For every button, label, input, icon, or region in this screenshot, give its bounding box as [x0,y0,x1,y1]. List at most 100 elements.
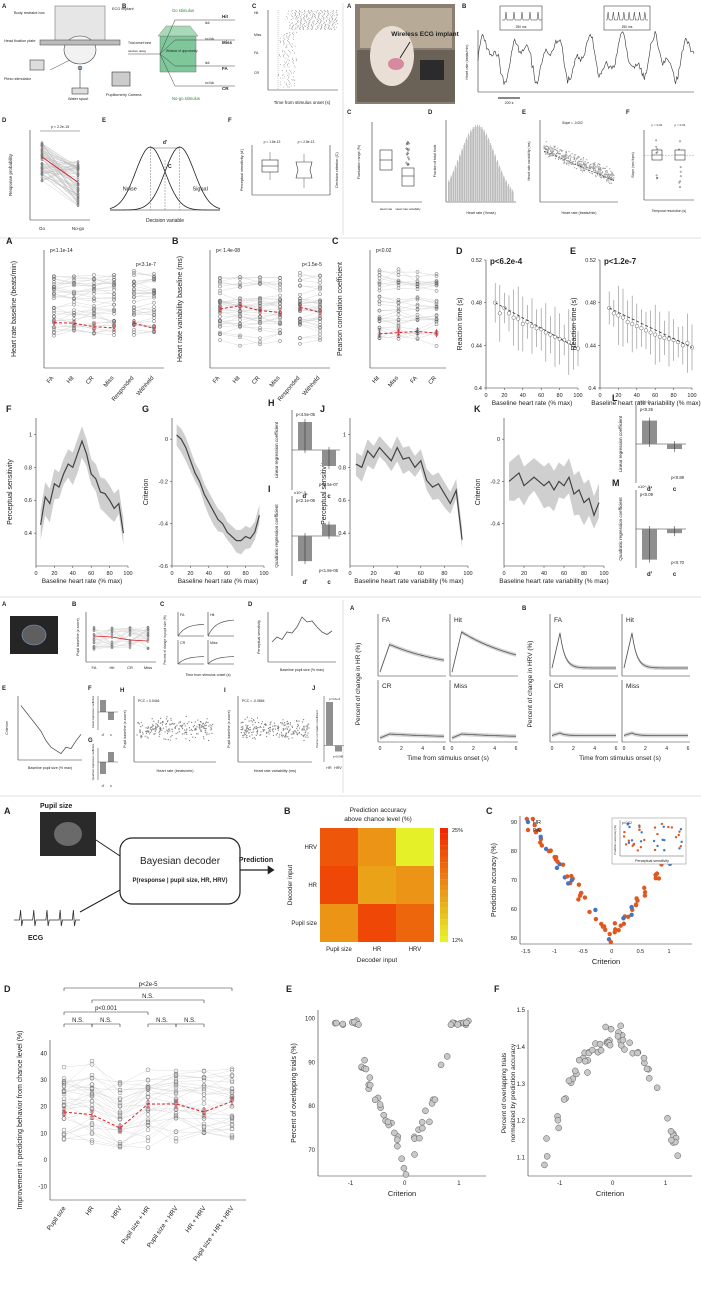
fig4-panel-h-point [176,733,177,734]
p2e-point [605,174,606,175]
inset-point [680,841,682,843]
f6f-point [572,1068,578,1074]
fig4-panel-i-point [277,726,278,727]
p2e-point [555,155,556,156]
p2e-point [575,161,576,162]
p2f-outlier [656,146,657,147]
fig5-panel-b-ylabel: Percent of change in HRV (%) [527,641,534,728]
p2e-point [590,166,591,167]
fig4-panel-h-point [199,727,200,728]
fig4-panel-i-point [274,723,275,724]
fig3-panel-j-ytick-label: 1 [343,432,346,438]
fig5-panel-b-xtick-label: 6 [687,746,690,752]
f6f-point [582,1058,588,1064]
p2e-point [572,153,573,154]
fig5-panel-b-band [552,631,616,670]
f6c-point-hr [555,866,559,870]
inset-point [680,828,682,830]
fig3-panel-b-point [318,274,321,277]
panel-label: A [347,4,352,10]
prediction-label: Prediction [239,857,273,864]
inset-point [661,839,663,841]
f6c-point-pa [608,932,612,936]
fig4-panel-h-point [169,730,170,731]
f6e-point [403,1172,409,1178]
fig4-panel-i-point [285,724,286,725]
fig3-panel-k-xtick-label: 80 [581,571,587,577]
f6c-point-pa [642,886,646,890]
fig5-panel-a-xtick-label: 4 [493,746,496,752]
fig4-panel-i-point [249,736,250,737]
fig3-panel-a-pvalue: p<1.1e-14 [50,248,73,254]
p2e-point [584,169,585,170]
fig4-panel-h-point [197,719,198,720]
fig5-panel-a-cell-label: Miss [454,683,468,690]
f4d-line [272,617,332,642]
fig4-panel-h-point [176,725,177,726]
fig4-panel-i-point [260,727,261,728]
fig4-panel-i-point [248,720,249,721]
p2e-point [612,175,613,176]
fig4-panel-i-point [261,723,262,724]
fig4-panel-i-point [282,719,283,720]
fig3-panel-b-pvalue: p< 1.4e-08 [216,248,240,254]
panel-label: C [252,4,257,10]
fig4-panel-h-point [139,729,140,730]
fig3-panel-j-ytick-label: 0.8 [338,465,346,471]
fig4-panel-h-point [160,718,161,719]
fig4-panel-i-point [303,740,304,741]
p2e-xlabel: Heart rate (beats/min) [562,211,597,215]
colorbar-step [440,879,448,885]
p2e-point [592,166,593,167]
fig4-panel-h-point [170,739,171,740]
panel-label: A [2,4,7,10]
fig3-panel-k-xtick-label: 20 [521,571,527,577]
fig4-panel-h-point [184,729,185,730]
p2e-point [594,167,595,168]
p2e-point [595,168,596,169]
p2e-point [550,150,551,151]
panel-label: E [286,984,292,994]
inset-point [640,831,642,833]
fig3-panel-m-p2: p<0.70 [671,560,685,565]
p2d-bar [470,132,472,202]
fig4-panel-i-point [287,736,288,737]
fig3-panel-h-cat: c [327,494,331,500]
p2d-bar [450,178,452,202]
fig4-panel-h-point [151,727,152,728]
p2e-point [575,163,576,164]
colorbar-min: 12% [452,938,463,944]
label-body: Body restraint box [14,11,45,15]
inset-point [663,826,665,828]
fig4-panel-i-point [262,721,263,722]
heatmap-cell [358,866,396,904]
fig4-panel-h-point [196,726,197,727]
f6e-point [391,1130,397,1136]
fig4-panel-i-point [269,729,270,730]
fig3-panel-c-pair-line [380,315,437,323]
fig4-panel-i-point [268,728,269,729]
decoder-title: Bayesian decoder [140,856,221,867]
f4j-bar-hr [326,702,333,746]
fig3-panel-g-xtick-label: 20 [187,571,193,577]
fig4-panel-h-point [186,730,187,731]
fig4-panel-h-point [179,731,180,732]
p2e-point [577,164,578,165]
p2d-bar [452,173,454,202]
panel-label: C [332,236,339,246]
fig3-panel-b-pair-line [300,334,320,338]
fig4-panel-i-point [241,726,242,727]
fig4-panel-i-point [285,737,286,738]
f6c-point-pa [576,897,580,901]
p2e-point [600,171,601,172]
fig3-panel-b-pair-line [220,312,280,315]
f6c-point-pa [587,910,591,914]
colorbar-step [440,902,448,908]
fig4-panel-i-point [297,724,298,725]
heatmap-cell [358,904,396,942]
p2d-bar [492,151,494,202]
